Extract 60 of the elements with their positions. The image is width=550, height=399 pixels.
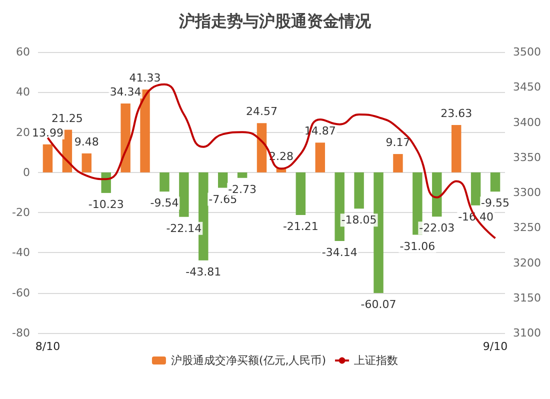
data-label: 34.34 xyxy=(110,86,142,99)
data-label: -34.14 xyxy=(322,246,358,259)
data-label: 23.63 xyxy=(440,107,472,120)
bar xyxy=(42,144,53,172)
data-label: -2.73 xyxy=(228,182,257,196)
data-label: -18.05 xyxy=(341,214,377,227)
bar xyxy=(354,172,364,209)
bar xyxy=(393,154,403,172)
bar xyxy=(218,172,228,188)
y-tick-label: -20 xyxy=(12,206,30,220)
data-label: 9.17 xyxy=(386,136,410,150)
y2-tick-label: 3100 xyxy=(513,326,541,340)
data-label: -31.06 xyxy=(400,240,436,253)
y2-tick-label: 3150 xyxy=(513,291,541,304)
bar xyxy=(120,104,130,172)
data-label: 24.57 xyxy=(246,105,278,118)
bar xyxy=(140,89,150,172)
legend-label: 沪股通成交净买额(亿元,人民币) xyxy=(170,354,326,367)
data-label: -22.03 xyxy=(419,222,455,235)
data-label: -9.54 xyxy=(150,196,179,210)
data-label: -7.65 xyxy=(208,192,238,206)
data-label: 41.33 xyxy=(129,71,161,84)
data-label: -22.14 xyxy=(166,222,202,235)
bar xyxy=(451,125,462,172)
data-label: 9.48 xyxy=(74,135,99,148)
y2-tick-label: 3500 xyxy=(513,46,541,58)
bar xyxy=(160,172,170,192)
bar xyxy=(432,172,442,217)
y-tick-label: 0 xyxy=(23,166,30,179)
y-tick-label: 40 xyxy=(16,86,30,99)
x-tick-label: 9/10 xyxy=(482,340,508,353)
bar xyxy=(490,172,500,192)
y2-tick-label: 3350 xyxy=(513,150,541,164)
y2-tick-label: 3200 xyxy=(513,256,541,270)
data-label: -43.81 xyxy=(186,265,222,278)
y2-tick-label: 3250 xyxy=(513,221,541,234)
y2-tick-label: 3450 xyxy=(513,80,541,94)
bar xyxy=(315,142,326,172)
data-label: -21.21 xyxy=(282,220,318,233)
y2-tick-label: 3400 xyxy=(513,116,541,129)
bar xyxy=(470,172,481,206)
data-label: -9.55 xyxy=(481,196,510,210)
y-tick-label: -60 xyxy=(12,286,30,300)
bar xyxy=(256,123,267,172)
legend-label: 上证指数 xyxy=(354,354,398,367)
data-label: -10.23 xyxy=(88,198,124,211)
bar xyxy=(296,172,306,215)
bar xyxy=(237,172,248,178)
y-tick-label: -80 xyxy=(12,326,30,340)
data-label: 13.99 xyxy=(32,126,64,140)
y2-tick-label: 3300 xyxy=(513,186,541,199)
y-tick-label: 60 xyxy=(16,46,30,58)
data-label: -60.07 xyxy=(360,298,396,311)
y-tick-label: 20 xyxy=(16,126,30,139)
y-tick-label: -40 xyxy=(12,246,30,260)
bar xyxy=(82,153,92,172)
data-label: 21.25 xyxy=(51,112,83,125)
bar xyxy=(179,172,189,217)
x-tick-label: 8/10 xyxy=(35,340,60,353)
chart-title: 沪指走势与沪股通资金情况 xyxy=(178,12,372,30)
